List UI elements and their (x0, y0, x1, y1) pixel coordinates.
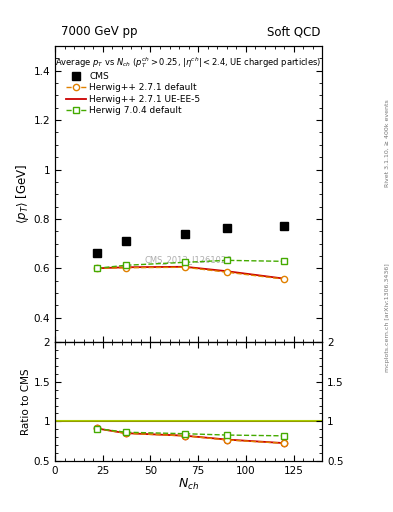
Text: CMS_2013_I1261026: CMS_2013_I1261026 (145, 255, 232, 264)
Y-axis label: $\langle p_T \rangle$ [GeV]: $\langle p_T \rangle$ [GeV] (14, 164, 31, 224)
Text: 7000 GeV pp: 7000 GeV pp (61, 26, 138, 38)
Y-axis label: Ratio to CMS: Ratio to CMS (21, 368, 31, 435)
Text: mcplots.cern.ch [arXiv:1306.3436]: mcplots.cern.ch [arXiv:1306.3436] (385, 263, 389, 372)
Text: Soft QCD: Soft QCD (267, 26, 320, 38)
Text: Average $p_T$ vs $N_{ch}$ ($p_T^{ch}>$0.25, $|\eta^{ch}|<$2.4, UE charged partic: Average $p_T$ vs $N_{ch}$ ($p_T^{ch}>$0.… (55, 55, 322, 70)
Text: Rivet 3.1.10, ≥ 400k events: Rivet 3.1.10, ≥ 400k events (385, 99, 389, 187)
X-axis label: $N_{ch}$: $N_{ch}$ (178, 477, 199, 492)
Legend: CMS, Herwig++ 2.7.1 default, Herwig++ 2.7.1 UE-EE-5, Herwig 7.0.4 default: CMS, Herwig++ 2.7.1 default, Herwig++ 2.… (65, 71, 201, 116)
